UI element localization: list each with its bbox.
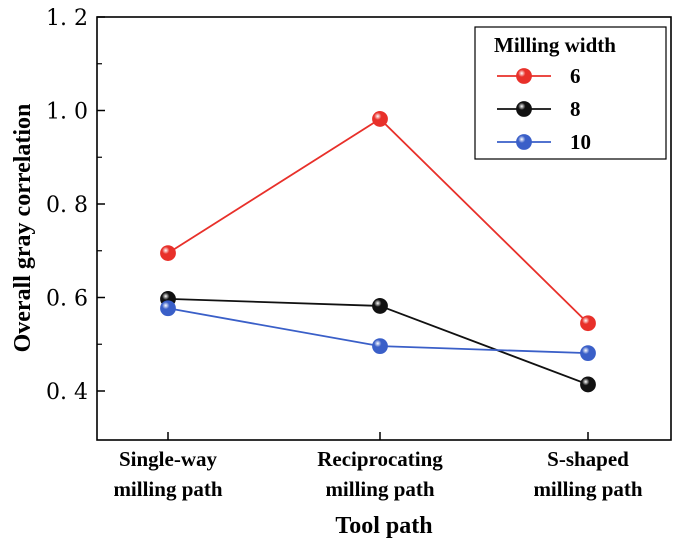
data-point — [160, 300, 176, 317]
y-tick-label: 0. 8 — [46, 193, 88, 218]
legend-marker — [516, 134, 532, 150]
y-tick-label: 0. 6 — [46, 287, 88, 312]
y-tick-label: 1. 0 — [46, 100, 88, 125]
data-point — [372, 298, 388, 314]
data-point — [372, 338, 388, 355]
legend-label: 6 — [570, 64, 581, 88]
y-axis: 0. 4 0. 6 0. 8 1. 0 1. 2 — [46, 6, 105, 405]
x-axis: Single-way milling path Reciprocating milli… — [113, 432, 643, 501]
data-point — [160, 245, 176, 261]
x-tick-label: milling path — [533, 477, 642, 501]
legend-label: 10 — [570, 130, 591, 154]
data-point — [580, 345, 596, 362]
legend-box — [474, 26, 667, 160]
y-axis-title: Overall gray correlation — [10, 104, 36, 353]
x-tick-label: Single-way — [119, 447, 218, 471]
y-tick-label: 0. 4 — [46, 380, 88, 405]
x-tick-label: Reciprocating — [317, 447, 443, 471]
x-axis-title: Tool path — [335, 513, 432, 539]
x-tick-label: milling path — [325, 477, 434, 501]
data-point — [580, 376, 596, 393]
legend-item-6: 6 — [497, 64, 581, 88]
series-6 — [160, 111, 596, 332]
legend-item-10: 10 — [497, 130, 591, 154]
data-point — [372, 111, 388, 127]
x-tick-label: milling path — [113, 477, 222, 501]
legend-marker — [516, 101, 532, 117]
y-tick-label: 1. 2 — [46, 6, 88, 31]
series-10 — [160, 300, 596, 362]
legend: Milling width 6 8 10 — [474, 26, 667, 160]
legend-marker — [516, 68, 532, 84]
legend-item-8: 8 — [497, 97, 581, 121]
legend-title: Milling width — [494, 33, 616, 57]
series-layer — [160, 111, 596, 393]
x-tick-label: S-shaped — [547, 447, 629, 471]
series-8 — [160, 291, 596, 393]
data-point — [580, 315, 596, 332]
plot-frame — [96, 16, 672, 441]
legend-label: 8 — [570, 97, 581, 121]
